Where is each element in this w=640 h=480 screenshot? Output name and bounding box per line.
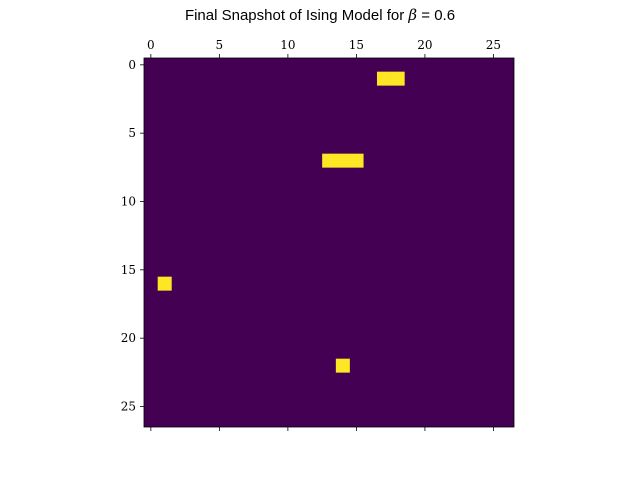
y-tick-label: 10 [121, 195, 136, 209]
y-tick-label: 20 [121, 331, 136, 345]
x-tick-label: 25 [486, 38, 501, 52]
y-tick-label: 5 [128, 126, 136, 140]
heatmap-cell [349, 153, 364, 168]
y-tick-label: 25 [121, 400, 136, 414]
x-tick-label: 10 [280, 38, 295, 52]
heatmap-cell [322, 153, 337, 168]
x-tick-label: 15 [349, 38, 364, 52]
heatmap-background [144, 58, 514, 427]
chart-title-prefix: Final Snapshot of Ising Model for [185, 7, 408, 24]
x-tick-label: 20 [417, 38, 432, 52]
heatmap-cell [335, 153, 350, 168]
y-tick-label: 15 [121, 263, 136, 277]
chart-title-equals: = [417, 7, 434, 24]
heatmap-cell [390, 71, 405, 86]
plot-frame [143, 57, 515, 428]
y-axis: 0 5 10 15 20 25 [121, 58, 144, 414]
y-tick-label: 0 [128, 58, 136, 72]
chart-title-symbol: β [407, 6, 417, 24]
x-tick-label: 0 [147, 38, 155, 52]
heatmap-cell [335, 358, 350, 373]
x-axis: 0 5 10 15 20 25 [147, 38, 501, 431]
x-tick-label: 5 [216, 38, 224, 52]
heatmap-cells [144, 58, 514, 427]
chart-title: Final Snapshot of Ising Model for β = 0.… [185, 6, 455, 24]
heatmap-cell [376, 71, 391, 86]
heatmap-cell [157, 276, 172, 291]
chart-title-value: 0.6 [434, 7, 455, 24]
